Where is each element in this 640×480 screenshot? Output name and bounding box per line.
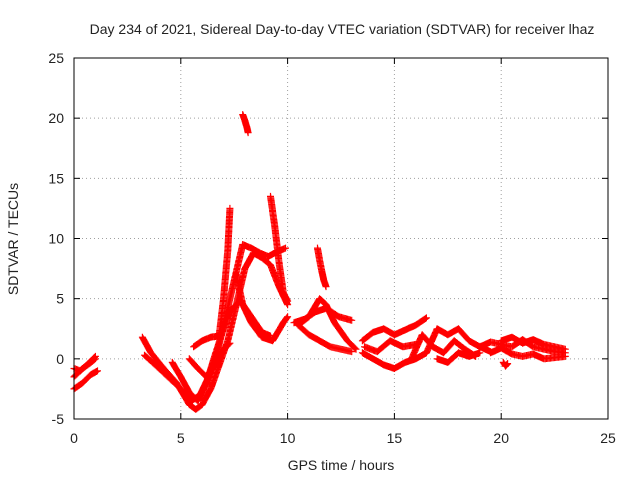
x-tick-label: 0 bbox=[70, 430, 78, 446]
data-track bbox=[499, 358, 512, 370]
data-track bbox=[358, 349, 430, 372]
data-track bbox=[138, 249, 292, 413]
tick-labels: 0 5 10 15 20 25 -5 0 5 10 15 20 25 bbox=[48, 50, 616, 446]
y-tick-label: 0 bbox=[56, 351, 64, 367]
data-track bbox=[487, 344, 569, 363]
y-tick-label: 5 bbox=[56, 291, 64, 307]
data-track bbox=[497, 333, 569, 353]
data-track bbox=[361, 337, 420, 356]
data-track bbox=[294, 321, 356, 356]
data-track bbox=[185, 339, 234, 381]
x-tick-label: 25 bbox=[600, 430, 616, 446]
data-track bbox=[358, 314, 430, 345]
data-track bbox=[215, 204, 234, 339]
plot-frame bbox=[73, 57, 609, 420]
data-track bbox=[232, 271, 292, 345]
y-tick-label: 20 bbox=[48, 110, 64, 126]
data-track bbox=[239, 111, 252, 137]
data-points bbox=[70, 111, 569, 413]
data-track bbox=[314, 244, 330, 291]
x-tick-label: 10 bbox=[280, 430, 296, 446]
x-tick-label: 20 bbox=[493, 430, 509, 446]
x-tick-label: 5 bbox=[177, 430, 185, 446]
data-track bbox=[408, 331, 480, 363]
chart-title: Day 234 of 2021, Sidereal Day-to-day VTE… bbox=[90, 21, 595, 37]
y-tick-label: 25 bbox=[48, 50, 64, 66]
y-tick-label: -5 bbox=[52, 411, 65, 427]
data-track bbox=[190, 332, 223, 351]
y-tick-label: 10 bbox=[48, 231, 64, 247]
x-tick-label: 15 bbox=[387, 430, 403, 446]
data-track bbox=[267, 192, 292, 305]
y-tick-label: 15 bbox=[48, 170, 64, 186]
data-track bbox=[433, 349, 484, 366]
x-axis-label: GPS time / hours bbox=[288, 457, 395, 473]
y-axis-label: SDTVAR / TECUs bbox=[5, 183, 21, 295]
